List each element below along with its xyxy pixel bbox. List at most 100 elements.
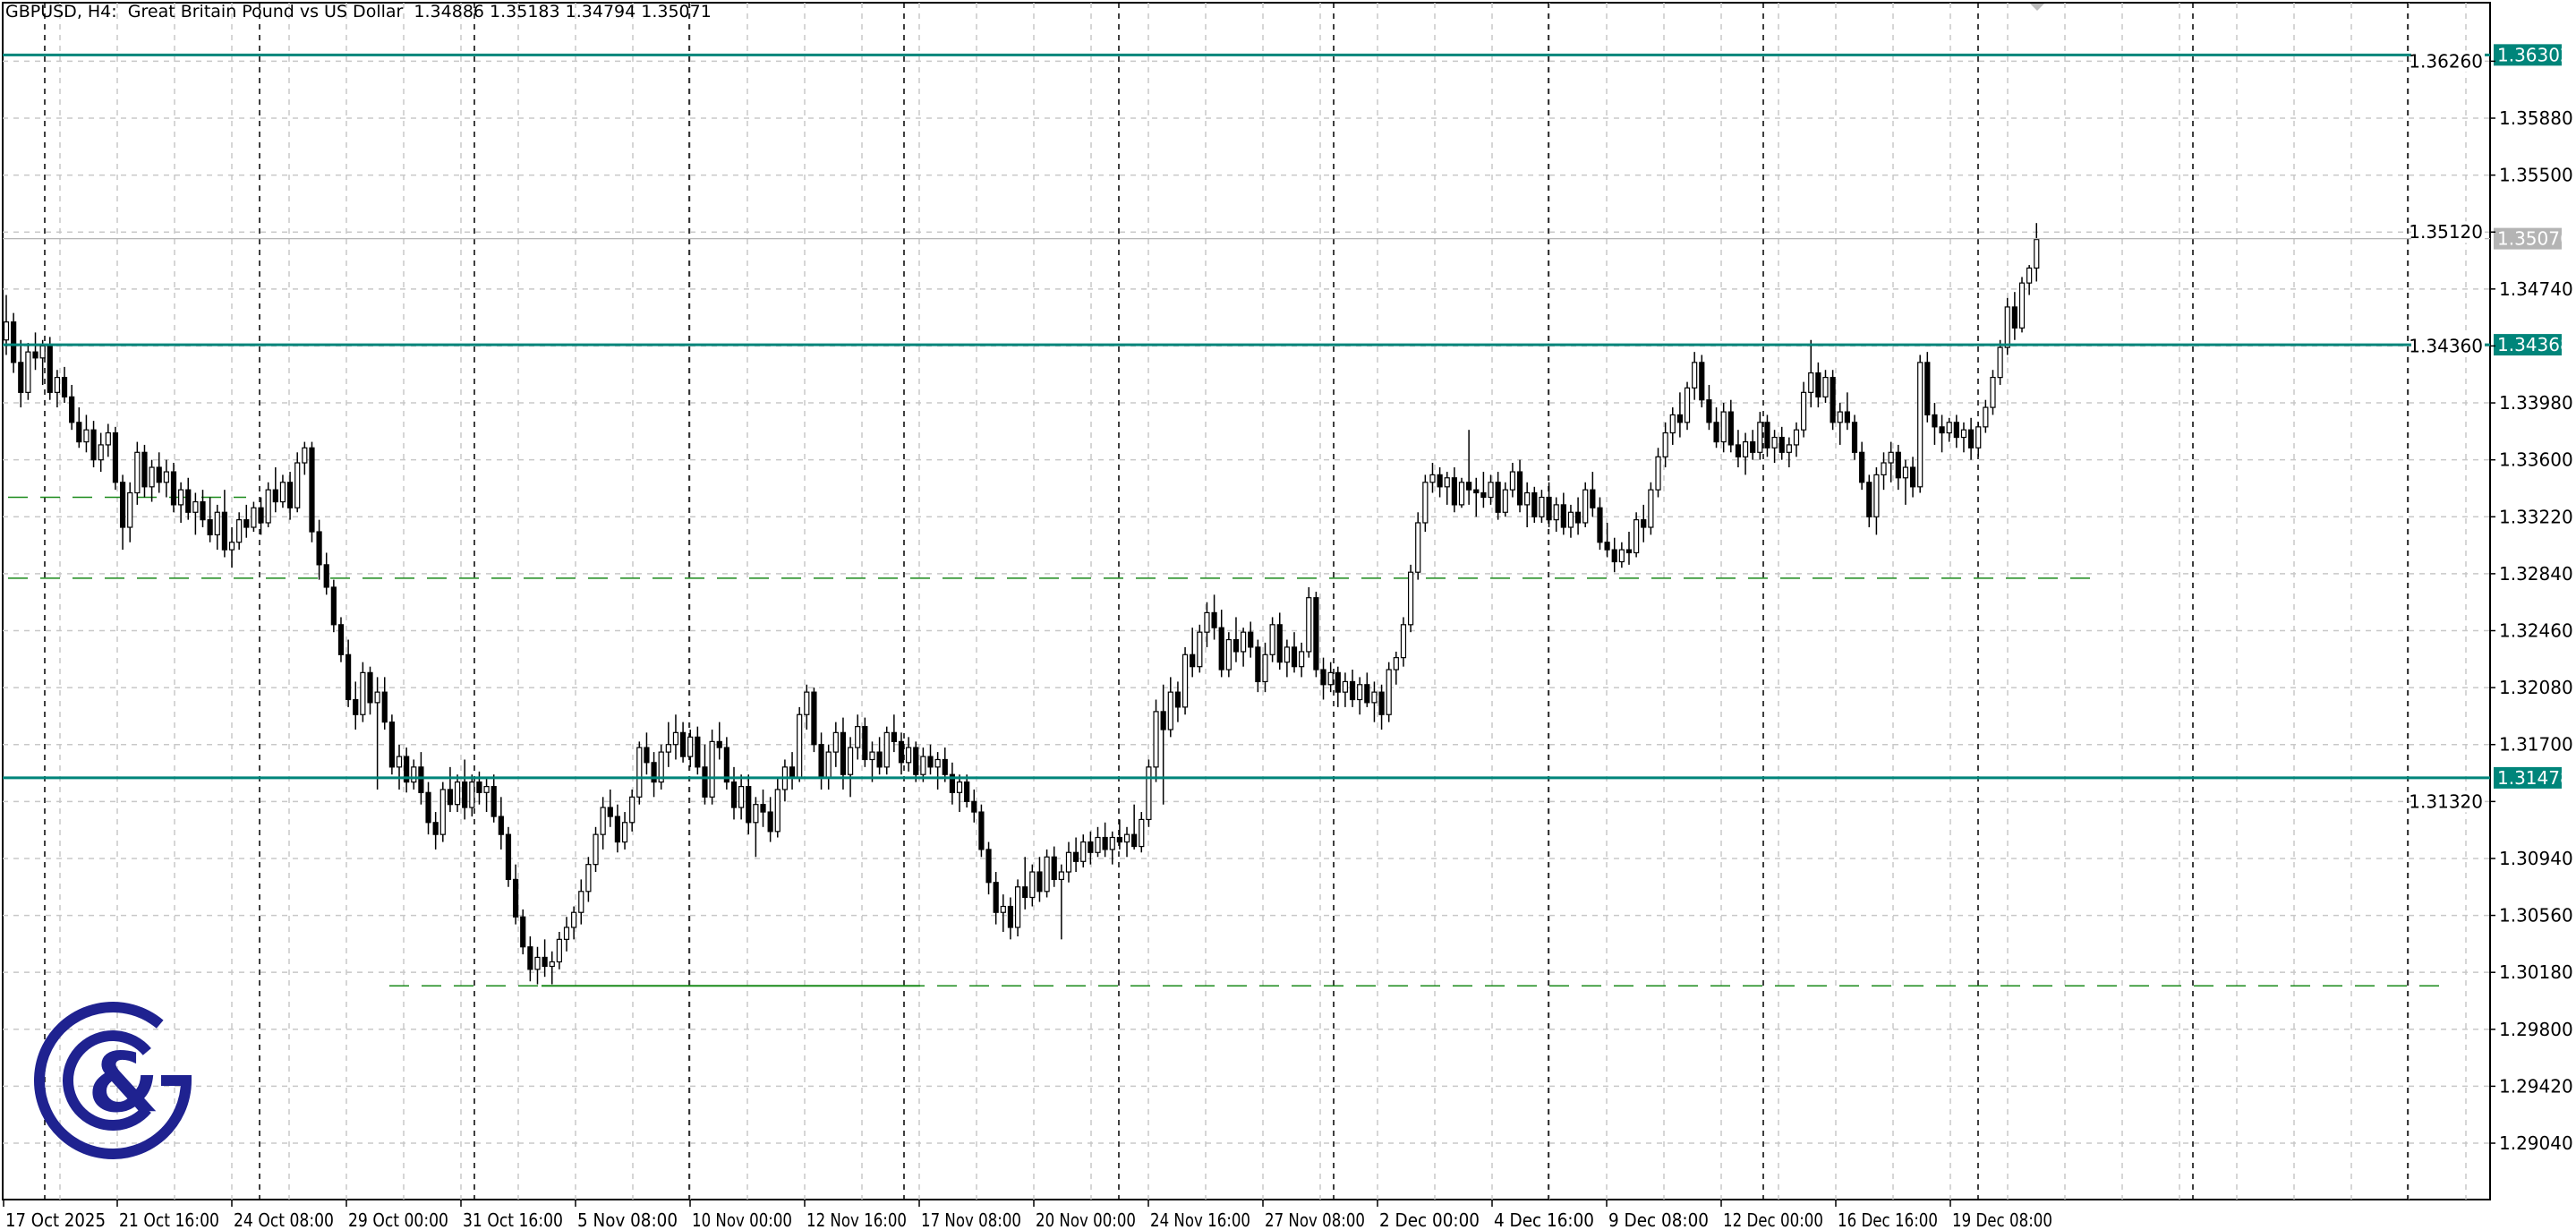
- candle: [221, 490, 227, 558]
- candle-body-bear: [695, 736, 701, 768]
- candle-body-bear: [170, 471, 177, 506]
- candle: [738, 774, 745, 820]
- candle-body-bear: [1313, 597, 1319, 671]
- candle-body-bull: [825, 751, 832, 779]
- candle: [411, 759, 417, 790]
- candle: [869, 741, 875, 782]
- candle-body-bear: [1007, 905, 1014, 928]
- candle-body-bull: [1181, 653, 1189, 708]
- candle: [185, 477, 192, 520]
- y-tick-label: 1.33980: [2499, 392, 2573, 414]
- candle-body-bull: [1720, 411, 1727, 443]
- candle-body-bull: [214, 511, 220, 535]
- candle: [891, 714, 897, 753]
- logo-ampersand: &: [88, 1035, 159, 1131]
- candle: [1204, 602, 1210, 647]
- candles: [3, 223, 2040, 985]
- candle-body-bear: [898, 740, 905, 764]
- horizontal-levels[interactable]: 1.35076 1.36302 1.34368 1.31478: [3, 44, 2572, 789]
- candle-body-bear: [927, 756, 934, 768]
- candle-body-bull: [1095, 836, 1101, 853]
- candle-body-bear: [1174, 691, 1181, 708]
- candle-body-bear: [746, 786, 752, 824]
- candle-body-bear: [447, 789, 454, 806]
- candle-body-bull: [1633, 519, 1640, 554]
- candle: [1539, 490, 1545, 523]
- candle: [1065, 841, 1072, 883]
- candle: [1917, 354, 1923, 493]
- ohlc-values: 1.34886 1.35183 1.34794 1.35071: [414, 2, 712, 21]
- candle-body-bull: [1197, 631, 1203, 668]
- candle-body-bull: [578, 891, 584, 913]
- candle-body-bear: [185, 489, 192, 513]
- candle-body-bull: [709, 740, 715, 798]
- candle-body-bull: [1990, 377, 1996, 408]
- candle: [61, 366, 68, 404]
- candle-body-bear: [1968, 429, 1975, 448]
- candle-body-bear: [243, 519, 250, 528]
- candle-body-bear: [1291, 646, 1298, 668]
- candle-body-bear: [476, 781, 482, 793]
- candle: [1750, 430, 1756, 460]
- level-price-label-bg: [2494, 334, 2562, 356]
- candle: [898, 732, 905, 775]
- candle: [956, 774, 963, 813]
- candle-body-bull: [1407, 571, 1414, 626]
- candle: [876, 737, 883, 775]
- candle: [695, 726, 701, 775]
- candle-body-bull: [1502, 489, 1508, 513]
- candle: [716, 722, 722, 760]
- candle-body-bull: [1080, 841, 1087, 862]
- candle-body-bear: [723, 747, 729, 783]
- candle-body-bull: [1983, 406, 1989, 428]
- candle-body-bear: [418, 766, 424, 793]
- candle-body-bear: [330, 586, 337, 626]
- candle: [1764, 414, 1770, 457]
- candle-body-bear: [1932, 414, 1938, 428]
- candle-body-bear: [862, 726, 868, 761]
- candle-body-bear: [949, 773, 956, 793]
- time-axis[interactable]: 17 Oct 2025 21 Oct 16:00 24 Oct 08:00 29 Oc…: [3, 1200, 2052, 1230]
- y-tick-label: 1.30180: [2499, 961, 2573, 983]
- candle-body-bull: [1888, 451, 1894, 464]
- candle-body-bear: [1641, 519, 1647, 528]
- x-tick-label: 17 Nov 08:00: [921, 1209, 1021, 1230]
- candle: [170, 463, 177, 513]
- x-tick-label: 16 Dec 16:00: [1838, 1209, 1938, 1230]
- candle-body-bull: [585, 864, 592, 893]
- candle: [316, 519, 322, 580]
- candle: [913, 741, 919, 782]
- candle-body-bull: [1771, 436, 1778, 448]
- y-tick-label: 1.32840: [2499, 563, 2573, 585]
- candle: [1451, 467, 1457, 513]
- candle: [279, 474, 286, 508]
- candle-body-bull: [374, 691, 380, 704]
- candle: [1029, 864, 1036, 907]
- candle-body-bear: [119, 482, 126, 528]
- candle-body-bear: [1830, 377, 1836, 423]
- candle: [1415, 512, 1421, 580]
- candle: [906, 737, 912, 772]
- candle: [112, 426, 119, 491]
- candle: [1255, 639, 1261, 693]
- candle-body-bull: [25, 351, 31, 393]
- price-axis[interactable]: 1.36260 1.35880 1.35500 1.35120 1.34740 1.343…: [2409, 50, 2573, 1154]
- candle-body-bull: [1881, 462, 1887, 476]
- candle-body-bear: [1574, 511, 1582, 524]
- candle-body-bull: [1975, 426, 1982, 448]
- candle-body-bull: [855, 726, 861, 748]
- candle: [934, 752, 941, 790]
- candle: [1786, 437, 1792, 468]
- chart-shift-marker-icon[interactable]: [2030, 4, 2044, 11]
- candle: [1866, 474, 1872, 528]
- candle-body-bear: [811, 691, 817, 746]
- candle: [192, 492, 199, 535]
- candle: [1611, 537, 1617, 573]
- candle-body-bull: [797, 713, 803, 779]
- candle-body-bull: [469, 781, 475, 808]
- candle: [978, 804, 985, 858]
- candle-body-bear: [11, 321, 17, 363]
- candle-body-bull: [1146, 766, 1152, 821]
- candle-body-bear: [221, 511, 227, 551]
